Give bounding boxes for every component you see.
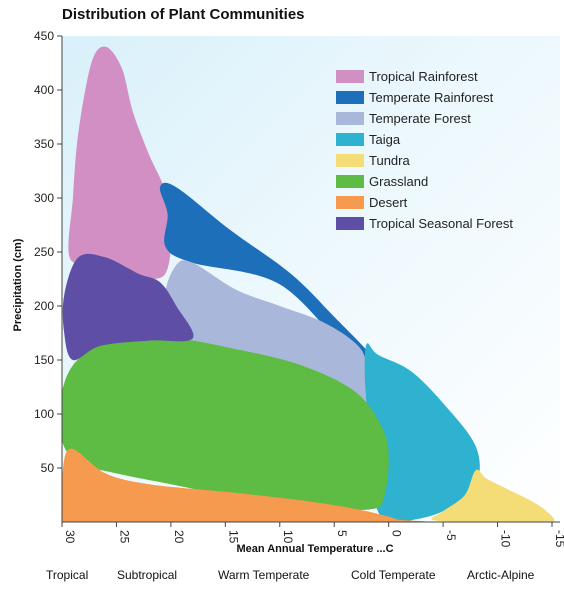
legend-label: Taiga <box>369 132 401 147</box>
x-tick-label: 25 <box>117 530 131 544</box>
legend-item-tundra: Tundra <box>336 153 410 168</box>
y-tick-label: 400 <box>34 83 54 97</box>
legend-label: Desert <box>369 195 408 210</box>
y-axis-label: Precipitation (cm) <box>12 238 24 331</box>
x-tick-label: 20 <box>172 530 186 544</box>
y-tick-label: 250 <box>34 245 54 259</box>
chart-title: Distribution of Plant Communities <box>62 6 305 23</box>
y-tick-label: 200 <box>34 299 54 313</box>
zone-label: Warm Temperate <box>218 568 310 582</box>
legend-swatch <box>336 217 364 230</box>
x-tick-label: 15 <box>226 530 240 544</box>
legend-item-taiga: Taiga <box>336 132 401 147</box>
x-axis-label: Mean Annual Temperature ...C <box>236 543 394 555</box>
x-tick-label: 30 <box>63 530 77 544</box>
y-tick-label: 150 <box>34 353 54 367</box>
legend-item-temperate-forest: Temperate Forest <box>336 111 471 126</box>
y-tick-label: 300 <box>34 191 54 205</box>
legend: Tropical Rainforest Temperate Rainforest T… <box>336 69 513 231</box>
legend-label: Tropical Seasonal Forest <box>369 216 513 231</box>
region-temperate-rainforest <box>159 182 373 364</box>
zone-label: Tropical <box>46 568 89 582</box>
y-tick-label: 350 <box>34 137 54 151</box>
legend-swatch <box>336 112 364 125</box>
y-tick-label: 50 <box>41 461 55 475</box>
legend-swatch <box>336 91 364 104</box>
x-tick-label: 0 <box>390 530 404 537</box>
legend-swatch <box>336 196 364 209</box>
legend-swatch <box>336 175 364 188</box>
legend-item-desert: Desert <box>336 195 408 210</box>
region-tundra <box>431 469 555 522</box>
legend-swatch <box>336 154 364 167</box>
y-tick-label: 450 <box>34 29 54 43</box>
y-tick-label: 100 <box>34 407 54 421</box>
region-tropical-rainforest <box>68 46 171 280</box>
region-taiga <box>364 343 480 522</box>
legend-item-tropical-rainforest: Tropical Rainforest <box>336 69 478 84</box>
region-tropical-seasonal-forest <box>62 253 194 361</box>
x-tick-label: -15 <box>553 530 564 548</box>
legend-label: Temperate Forest <box>369 111 471 126</box>
legend-label: Temperate Rainforest <box>369 90 494 105</box>
zone-label: Subtropical <box>117 568 178 582</box>
legend-label: Grassland <box>369 174 428 189</box>
legend-label: Tundra <box>369 153 410 168</box>
x-tick-label: 10 <box>281 530 295 544</box>
region-desert <box>62 448 428 522</box>
legend-item-temperate-rainforest: Temperate Rainforest <box>336 90 494 105</box>
region-grassland <box>62 338 389 510</box>
legend-label: Tropical Rainforest <box>369 69 478 84</box>
legend-swatch <box>336 70 364 83</box>
regions-layer <box>62 46 555 522</box>
x-tick-label: 5 <box>335 530 349 537</box>
zone-label: Arctic-Alpine <box>467 568 535 582</box>
x-tick-label: -5 <box>444 530 458 541</box>
legend-swatch <box>336 133 364 146</box>
x-tick-label: -10 <box>499 530 513 548</box>
legend-item-grassland: Grassland <box>336 174 428 189</box>
zone-label: Cold Temperate <box>351 568 436 582</box>
legend-item-tropical-seasonal-forest: Tropical Seasonal Forest <box>336 216 513 231</box>
